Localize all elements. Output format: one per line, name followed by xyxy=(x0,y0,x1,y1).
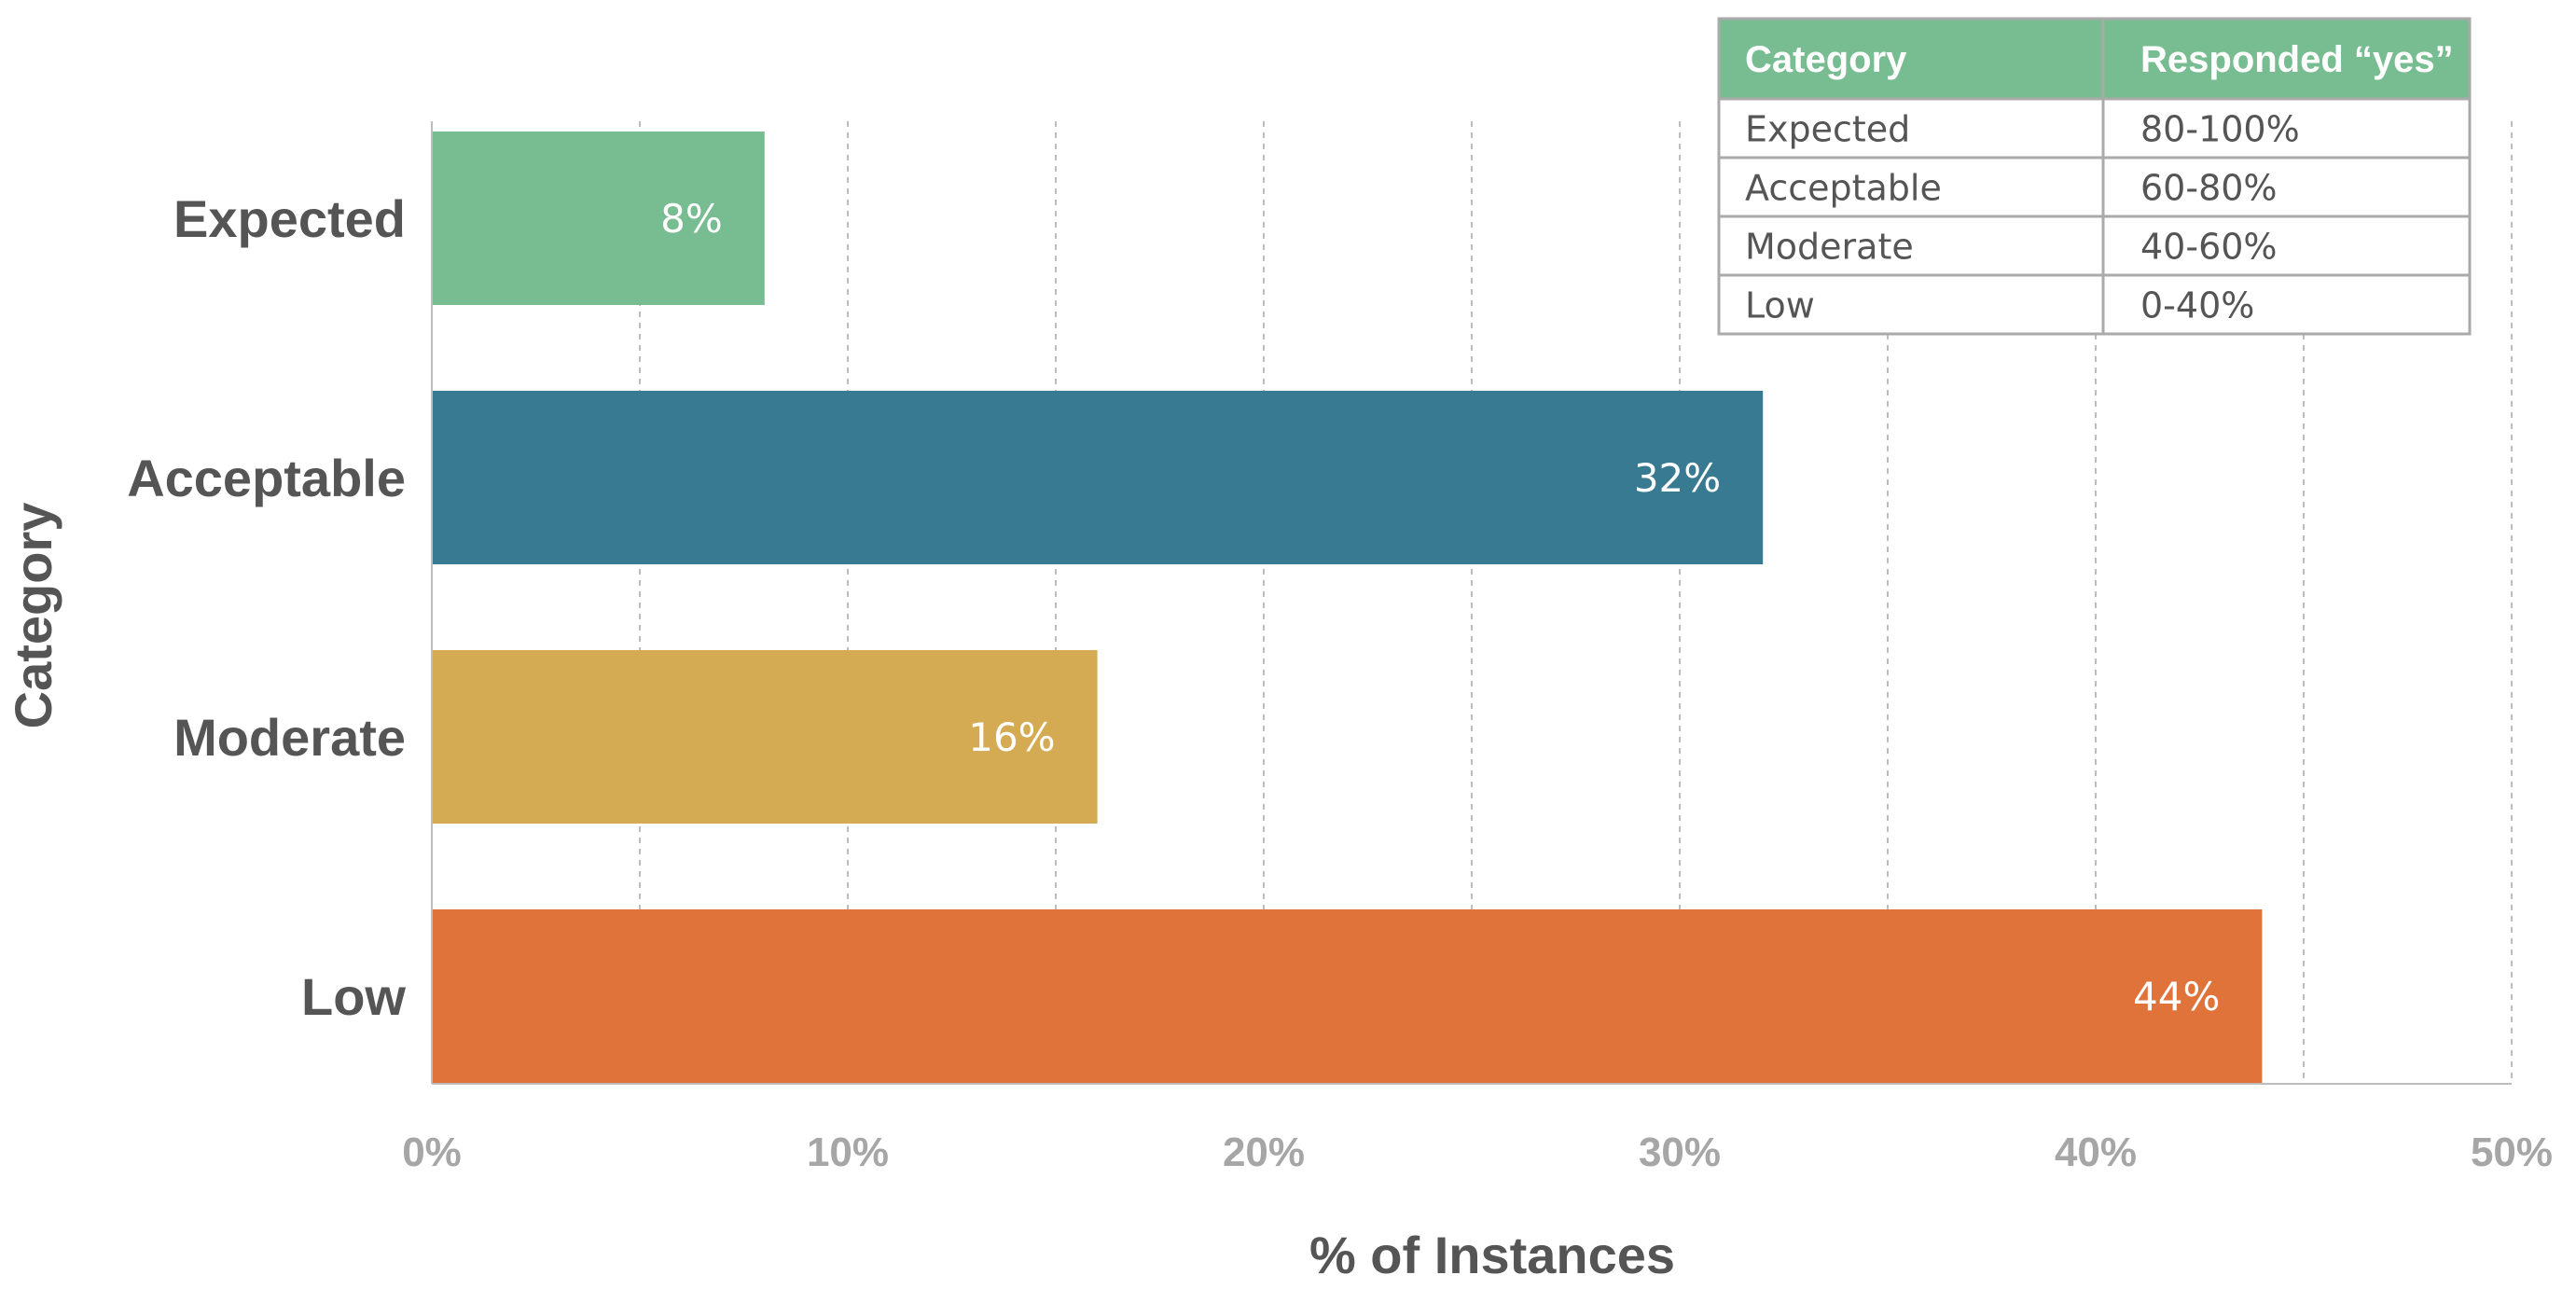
table-cell: Low xyxy=(1745,285,1815,326)
x-axis-title: % of Instances xyxy=(1309,1226,1675,1284)
x-tick-label: 10% xyxy=(807,1130,889,1175)
table-cell: 40-60% xyxy=(2140,227,2278,268)
table-border xyxy=(1717,17,2472,336)
bars: 8% Expected 32% Acceptable 16% Moderate 44% Low xyxy=(127,132,2263,1083)
table-header-bg xyxy=(1719,19,2470,99)
legend-table: Category Responded “yes” Expected 80-100% Ac… xyxy=(1717,17,2472,336)
axes: 0% 10% 20% 30% 40% 50% xyxy=(402,121,2553,1175)
table-header-cell: Category xyxy=(1745,39,1907,80)
value-label: 44% xyxy=(2133,974,2220,1019)
x-tick-label: 20% xyxy=(1223,1130,1305,1175)
category-label: Low xyxy=(301,967,406,1026)
table-cell: Expected xyxy=(1745,109,1910,150)
x-tick-label: 0% xyxy=(402,1130,462,1175)
bar-expected xyxy=(432,132,765,305)
category-label: Acceptable xyxy=(127,449,406,507)
category-label: Moderate xyxy=(173,708,406,767)
value-label: 32% xyxy=(1634,455,1721,501)
bar-low xyxy=(432,909,2263,1083)
table-header-cell: Responded “yes” xyxy=(2140,39,2454,80)
value-label: 16% xyxy=(968,714,1055,760)
table-cell: 60-80% xyxy=(2140,168,2278,209)
table-cell: Acceptable xyxy=(1745,168,1942,209)
table-cell: Moderate xyxy=(1745,227,1914,268)
table-cell: 0-40% xyxy=(2140,285,2254,326)
value-label: 8% xyxy=(660,196,723,242)
bar-moderate xyxy=(432,650,1098,824)
table-cell: 80-100% xyxy=(2140,109,2300,150)
y-axis-title: Category xyxy=(4,503,62,729)
x-tick-label: 30% xyxy=(1639,1130,1721,1175)
category-label: Expected xyxy=(173,189,406,248)
x-tick-label: 40% xyxy=(2055,1130,2137,1175)
x-tick-label: 50% xyxy=(2471,1130,2553,1175)
bar-acceptable xyxy=(432,391,1764,564)
